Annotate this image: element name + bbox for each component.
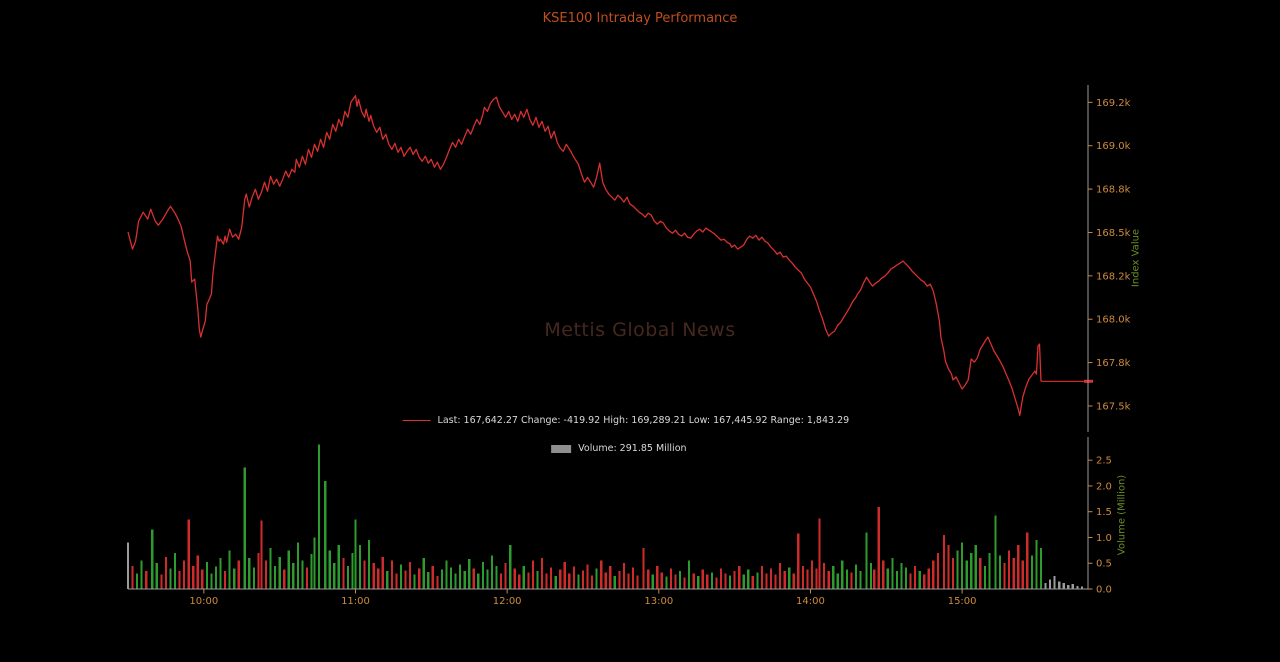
svg-text:0.5: 0.5: [1096, 559, 1112, 570]
svg-text:2.5: 2.5: [1096, 456, 1112, 467]
svg-text:11:00: 11:00: [341, 596, 370, 607]
svg-text:13:00: 13:00: [644, 596, 673, 607]
svg-text:169.2k: 169.2k: [1096, 98, 1131, 109]
svg-text:168.8k: 168.8k: [1096, 185, 1131, 196]
svg-text:14:00: 14:00: [796, 596, 825, 607]
svg-text:167.8k: 167.8k: [1096, 358, 1131, 369]
svg-text:167.5k: 167.5k: [1096, 401, 1131, 412]
price-line: [127, 94, 1042, 416]
price-legend-text: Last: 167,642.27 Change: -419.92 High: 1…: [437, 415, 850, 426]
volume-legend-text: Volume: 291.85 Million: [578, 443, 687, 454]
svg-text:1.5: 1.5: [1096, 507, 1112, 518]
svg-text:10:00: 10:00: [189, 596, 218, 607]
chart-title: KSE100 Intraday Performance: [542, 11, 738, 26]
volume-bars: [126, 444, 1083, 589]
volume-legend: Volume: 291.85 Million: [551, 443, 687, 454]
index-value-axis-label: Index Value: [1130, 228, 1142, 288]
svg-text:169.0k: 169.0k: [1096, 141, 1131, 152]
svg-text:0.0: 0.0: [1096, 585, 1112, 596]
svg-text:168.2k: 168.2k: [1096, 271, 1131, 282]
svg-text:15:00: 15:00: [948, 596, 977, 607]
price-line-legend-swatch: [402, 420, 431, 421]
svg-text:168.0k: 168.0k: [1096, 315, 1131, 326]
axis-ticks: 169.2k 169.0k 168.8k 168.5k 168.2k 168.0k 167.…: [189, 98, 1130, 607]
watermark-text: Mettis Global News: [544, 319, 736, 341]
svg-text:1.0: 1.0: [1096, 533, 1112, 544]
svg-text:168.5k: 168.5k: [1096, 228, 1131, 239]
svg-text:2.0: 2.0: [1096, 481, 1112, 492]
svg-text:12:00: 12:00: [493, 596, 522, 607]
volume-axis-label: Volume (Million): [1116, 474, 1128, 556]
price-legend: Last: 167,642.27 Change: -419.92 High: 1…: [402, 415, 850, 426]
volume-legend-swatch: [551, 444, 572, 453]
